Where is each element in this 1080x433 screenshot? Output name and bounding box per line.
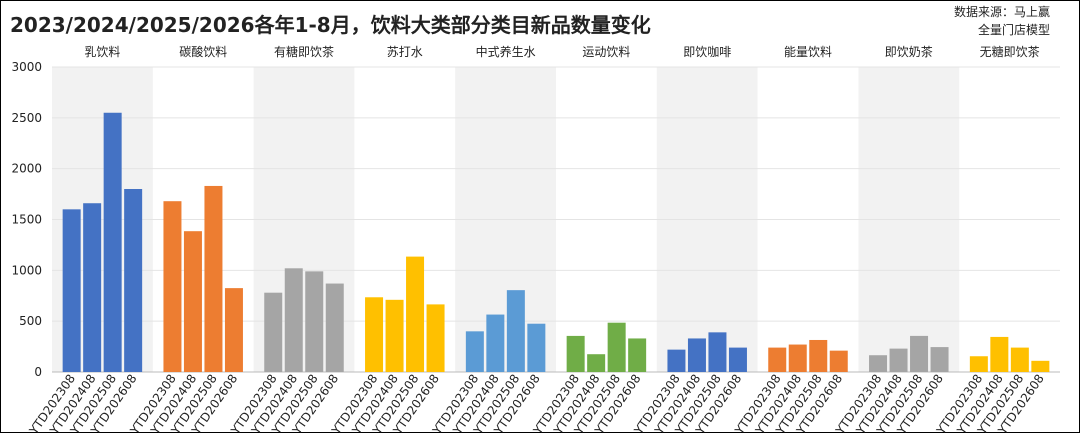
bar — [667, 349, 686, 372]
bar — [284, 268, 303, 372]
y-tick-label: 0 — [34, 365, 42, 379]
bar — [628, 338, 647, 372]
bar — [103, 112, 122, 372]
bar — [426, 304, 445, 372]
group-label: 运动饮料 — [582, 45, 630, 59]
y-tick-label: 2000 — [11, 162, 42, 176]
bar — [768, 347, 787, 372]
bar — [910, 335, 929, 372]
bar — [124, 189, 143, 372]
bar — [607, 322, 626, 372]
bar — [486, 314, 505, 372]
bar — [305, 271, 324, 372]
bar — [183, 231, 202, 372]
bar — [829, 350, 848, 372]
bar — [788, 344, 807, 372]
bar — [365, 297, 384, 372]
group-label: 苏打水 — [387, 45, 423, 59]
bar — [527, 323, 546, 372]
bar — [385, 299, 404, 372]
group-label: 有糖即饮茶 — [274, 44, 334, 59]
bar — [406, 256, 425, 372]
group-label: 即饮奶茶 — [885, 44, 933, 59]
bar — [728, 347, 747, 372]
bar — [889, 348, 908, 372]
y-tick-label: 2500 — [11, 111, 42, 125]
chart-title: 2023/2024/2025/2026各年1-8月，饮料大类部分类目新品数量变化 — [10, 13, 651, 37]
bar — [264, 292, 283, 372]
bar — [969, 356, 988, 372]
source-note: 全量门店模型 — [978, 22, 1050, 37]
bar — [1031, 360, 1050, 372]
y-tick-label: 1000 — [11, 263, 42, 277]
y-tick-label: 1500 — [11, 213, 42, 227]
group-label: 乳饮料 — [84, 45, 120, 59]
source-note: 数据来源：马上赢 — [954, 4, 1050, 19]
bar — [204, 185, 223, 372]
bar — [465, 331, 484, 372]
bar — [506, 290, 525, 372]
bar — [687, 338, 706, 372]
bar — [62, 209, 81, 372]
bar — [163, 201, 182, 372]
group-label: 中式养生水 — [476, 44, 536, 59]
bar — [325, 283, 344, 372]
bar — [809, 339, 828, 372]
group-label: 能量饮料 — [784, 45, 832, 59]
bar — [930, 347, 949, 372]
group-label: 无糖即饮茶 — [980, 44, 1040, 59]
y-tick-label: 3000 — [11, 60, 42, 74]
bar — [587, 354, 606, 372]
bar — [708, 332, 727, 372]
bar — [224, 288, 243, 372]
group-label: 碳酸饮料 — [179, 44, 227, 59]
bar — [83, 203, 102, 372]
bar — [1010, 347, 1029, 372]
bar — [869, 355, 888, 372]
bar — [990, 336, 1009, 372]
bar — [566, 335, 585, 372]
y-tick-label: 500 — [19, 314, 42, 328]
group-label: 即饮咖啡 — [683, 44, 731, 59]
